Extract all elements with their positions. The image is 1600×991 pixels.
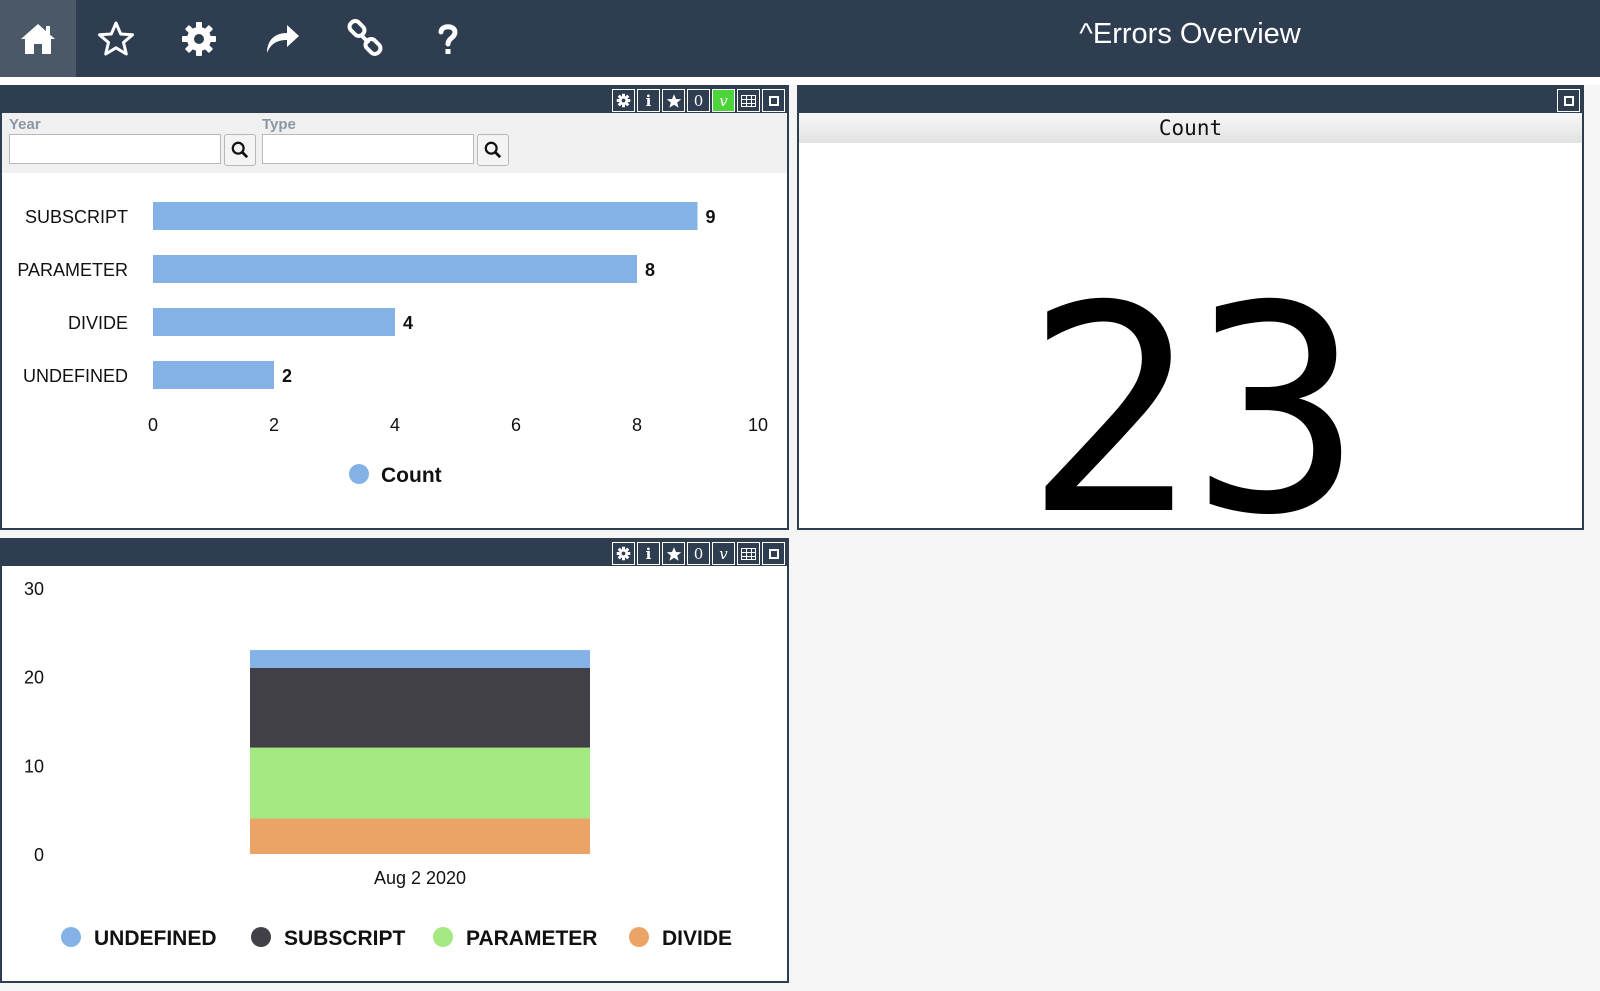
widget-info-button[interactable]: i [637,89,660,112]
type-filter-input[interactable] [262,134,474,164]
widget-toolbar: i 0 v [612,89,785,112]
stack-segment [250,747,590,819]
widget-v-toggle[interactable]: v [712,542,735,565]
star-icon [666,546,681,561]
bar [153,308,395,336]
y-tick-label: 30 [24,579,44,599]
widget-favorite-button[interactable] [662,89,685,112]
help-button[interactable] [410,0,486,77]
bar-data-label: 9 [706,207,716,227]
legend-label: SUBSCRIPT [284,927,406,950]
share-button[interactable] [244,0,320,77]
stacked-bar-widget: i 0 v 0 10 20 30 Aug 2 2020 UNDEFINED SUBSCRIP… [0,538,789,983]
count-header: Count [799,113,1582,143]
bar-category-label: DIVIDE [68,313,128,333]
year-filter-input[interactable] [9,134,221,164]
horizontal-bar-chart: SUBSCRIPT 9 PARAMETER 8 DIVIDE 4 UNDEFINED 2 0 2 4… [17,202,768,487]
x-tick-label: 4 [390,415,400,435]
x-category-label: Aug 2 2020 [374,868,466,888]
table-icon [741,94,756,107]
y-tick-label: 0 [34,845,44,865]
widget-toolbar: i 0 v [612,542,785,565]
bar-category-label: SUBSCRIPT [25,207,128,227]
maximize-icon [768,548,779,559]
gear-icon [616,546,631,561]
bar [153,361,274,389]
filter-bar: Year Type [2,113,787,173]
type-search-button[interactable] [477,134,509,166]
x-tick-label: 0 [148,415,158,435]
widget-toolbar [1557,89,1580,112]
widget-favorite-button[interactable] [662,542,685,565]
widget-zero-button[interactable]: 0 [687,542,710,565]
widget-zero-button[interactable]: 0 [687,89,710,112]
widget-maximize-button[interactable] [762,89,785,112]
page-title: ^Errors Overview [1079,18,1301,50]
x-tick-label: 2 [269,415,279,435]
link-icon [347,18,383,56]
bar [153,202,698,230]
bar-category-label: PARAMETER [17,260,128,280]
widget-v-toggle[interactable]: v [712,89,735,112]
legend-marker [629,927,649,947]
search-icon [231,141,249,159]
bar-data-label: 8 [645,260,655,280]
widget-settings-button[interactable] [612,89,635,112]
y-tick-label: 20 [24,668,44,688]
widget-table-button[interactable] [737,542,760,565]
help-icon [438,23,458,54]
top-nav-bar: ^Errors Overview [0,0,1600,77]
widget-settings-button[interactable] [612,542,635,565]
bar-data-label: 2 [282,366,292,386]
legend-label: PARAMETER [466,927,597,950]
legend-marker [61,927,81,947]
bar-data-label: 4 [403,313,413,333]
share-icon [267,24,299,53]
maximize-icon [1563,95,1574,106]
count-widget: Count 23 [797,85,1584,555]
bar-chart-widget: i 0 v Year Type SUBSCRIPT 9 PARAMETER 8 DIVI… [0,85,789,530]
star-icon [98,21,134,55]
table-icon [741,547,756,560]
gear-icon [182,21,216,56]
year-search-button[interactable] [224,134,256,166]
home-button[interactable] [0,0,76,77]
count-value: 23 [1024,246,1362,578]
widget-table-button[interactable] [737,89,760,112]
gear-icon [616,93,631,108]
legend-marker [251,927,271,947]
legend-label: UNDEFINED [94,927,217,950]
y-tick-label: 10 [24,756,44,776]
maximize-icon [768,95,779,106]
stack-segment [250,650,590,668]
bar [153,255,637,283]
widget-info-button[interactable]: i [637,542,660,565]
link-button[interactable] [327,0,403,77]
info-icon: i [645,544,652,563]
widget-maximize-button[interactable] [762,542,785,565]
x-tick-label: 10 [748,415,768,435]
widget-maximize-button[interactable] [1557,89,1580,112]
home-icon [21,23,55,54]
legend-marker [349,464,369,484]
widget-titlebar [799,87,1582,113]
header-divider [0,77,1600,85]
favorites-button[interactable] [78,0,154,77]
info-icon: i [645,91,652,110]
search-icon [484,141,502,159]
bar-category-label: UNDEFINED [23,366,128,386]
legend-marker [433,927,453,947]
settings-button[interactable] [161,0,237,77]
x-tick-label: 8 [632,415,642,435]
legend-label: DIVIDE [662,927,732,950]
stack-segment [250,818,590,854]
legend-label: Count [381,464,442,487]
star-icon [666,93,681,108]
stacked-bar-chart: 0 10 20 30 Aug 2 2020 UNDEFINED SUBSCRIPT PARAM… [24,579,732,950]
stack-segment [250,667,590,748]
year-filter-label: Year [9,116,41,133]
type-filter-label: Type [262,116,296,133]
x-tick-label: 6 [511,415,521,435]
